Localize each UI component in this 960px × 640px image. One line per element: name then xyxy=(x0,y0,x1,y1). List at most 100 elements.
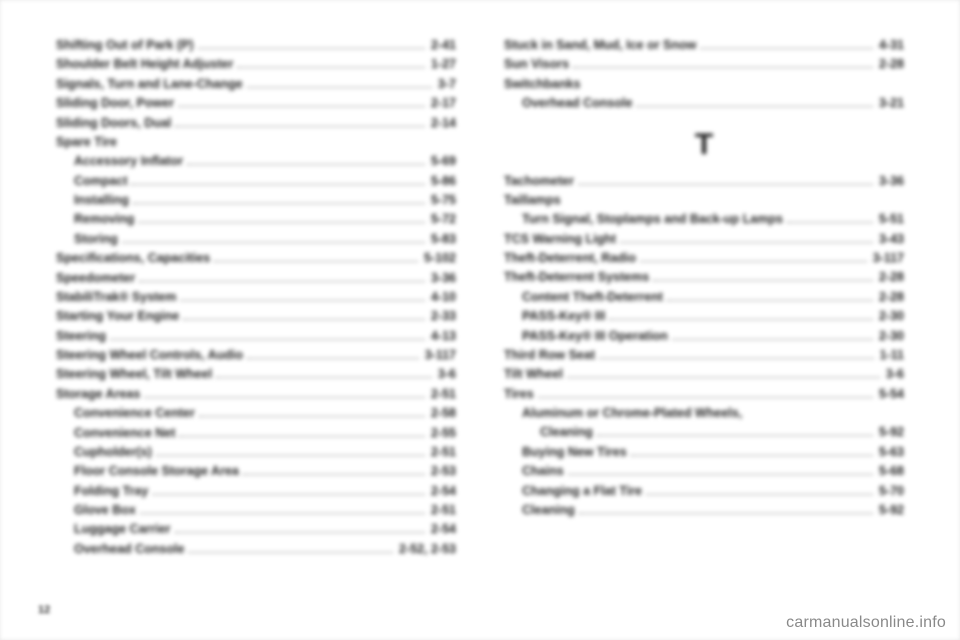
index-page-ref: 3-6 xyxy=(436,365,456,384)
index-page-ref: 2-53 xyxy=(429,462,456,481)
leader-dots xyxy=(631,455,873,456)
index-label: Floor Console Storage Area xyxy=(74,462,239,481)
index-row: Sun Visors2-28 xyxy=(504,55,904,74)
index-row: Tachometer3-36 xyxy=(504,172,904,191)
index-page-ref: 5-70 xyxy=(877,482,904,501)
index-row: Accessory Inflator5-69 xyxy=(56,152,456,171)
index-row: Installing5-75 xyxy=(56,191,456,210)
index-label: Tilt Wheel xyxy=(504,365,563,384)
index-label: Chains xyxy=(522,462,564,481)
leader-dots xyxy=(247,358,419,359)
index-row: Sliding Door, Power2-17 xyxy=(56,94,456,113)
index-label: Sliding Door, Power xyxy=(56,94,174,113)
index-label: Taillamps xyxy=(504,191,561,210)
leader-dots xyxy=(672,339,873,340)
leader-dots xyxy=(139,281,425,282)
index-label: StabiliTrak® System xyxy=(56,288,176,307)
index-row: Convenience Center2-58 xyxy=(56,404,456,423)
index-page-ref: 5-54 xyxy=(877,385,904,404)
leader-dots xyxy=(175,532,425,533)
index-page-ref: 3-36 xyxy=(429,269,456,288)
index-row: Starting Your Engine2-33 xyxy=(56,307,456,326)
leader-dots xyxy=(180,300,425,301)
index-page-ref: 4-13 xyxy=(429,327,456,346)
index-row: Steering Wheel, Tilt Wheel 3-6 xyxy=(56,365,456,384)
index-row: Storage Areas2-51 xyxy=(56,385,456,404)
index-label: Aluminum or Chrome-Plated Wheels, xyxy=(522,404,742,423)
leader-dots xyxy=(640,261,867,262)
index-label: Specifications, Capacities xyxy=(56,249,210,268)
index-label: Turn Signal, Stoplamps and Back-up Lamps xyxy=(522,210,783,229)
index-row: PASS-Key® III2-30 xyxy=(504,307,904,326)
index-row: Signals, Turn and Lane-Change3-7 xyxy=(56,75,456,94)
index-label: Speedometer xyxy=(56,269,135,288)
index-row: Sliding Doors, Dual2-14 xyxy=(56,114,456,133)
index-page-ref: 5-86 xyxy=(429,172,456,191)
index-row: Changing a Flat Tire5-70 xyxy=(504,482,904,501)
index-label: Overhead Console xyxy=(522,94,632,113)
right-column: Stuck in Sand, Mud, Ice or Snow4-31Sun V… xyxy=(504,36,904,559)
index-page-ref: 5-69 xyxy=(429,152,456,171)
index-row: Cleaning5-92 xyxy=(504,423,904,442)
leader-dots xyxy=(122,242,425,243)
index-row: TCS Warning Light 3-43 xyxy=(504,230,904,249)
index-row: Theft-Deterrent Systems2-28 xyxy=(504,268,904,287)
index-page-ref: 5-92 xyxy=(877,501,904,520)
index-label: PASS-Key® III Operation xyxy=(522,327,668,346)
leader-dots xyxy=(568,474,873,475)
index-label: Cleaning xyxy=(522,501,575,520)
index-row: Turn Signal, Stoplamps and Back-up Lamps… xyxy=(504,210,904,229)
watermark: carmanualsonline.info xyxy=(786,614,946,632)
index-row: Taillamps xyxy=(504,191,904,210)
leader-dots xyxy=(609,319,873,320)
index-page-ref: 2-28 xyxy=(877,268,904,287)
index-label: Content Theft-Deterrent xyxy=(522,288,663,307)
leader-dots xyxy=(578,184,873,185)
index-label: Theft-Deterrent, Radio xyxy=(504,249,636,268)
leader-dots xyxy=(198,48,425,49)
leader-dots xyxy=(214,261,418,262)
index-row: Glove Box2-51 xyxy=(56,501,456,520)
index-label: Sun Visors xyxy=(504,55,569,74)
index-label: Storage Areas xyxy=(56,385,140,404)
index-row: Tires5-54 xyxy=(504,385,904,404)
leader-dots xyxy=(787,222,873,223)
index-page-ref: 5-51 xyxy=(877,210,904,229)
index-page-ref: 2-30 xyxy=(877,327,904,346)
index-row: Shoulder Belt Height Adjuster1-27 xyxy=(56,55,456,74)
index-row: StabiliTrak® System4-10 xyxy=(56,288,456,307)
index-row: Steering Wheel Controls, Audio3-117 xyxy=(56,346,456,365)
index-page-ref: 2-54 xyxy=(429,520,456,539)
leader-dots xyxy=(140,513,425,514)
index-page-ref: 2-58 xyxy=(429,404,456,423)
index-page: Shifting Out of Park (P)2-41Shoulder Bel… xyxy=(0,0,960,640)
index-label: Stuck in Sand, Mud, Ice or Snow xyxy=(504,36,696,55)
index-page-ref: 2-52, 2-53 xyxy=(397,540,456,559)
index-row: Switchbanks xyxy=(504,75,904,94)
index-label: Spare Tire xyxy=(56,133,117,152)
leader-dots xyxy=(183,319,425,320)
index-page-ref: 2-41 xyxy=(429,36,456,55)
index-page-ref: 3-117 xyxy=(423,346,456,365)
index-row: Convenience Net2-55 xyxy=(56,424,456,443)
index-page-ref: 2-14 xyxy=(429,114,456,133)
index-page-ref: 3-21 xyxy=(877,94,904,113)
index-label: Compact xyxy=(74,172,127,191)
index-label: Steering Wheel, Tilt Wheel xyxy=(56,365,212,384)
index-page-ref: 3-43 xyxy=(877,230,904,249)
leader-dots xyxy=(156,455,425,456)
leader-dots xyxy=(653,280,873,281)
index-page-ref: 2-54 xyxy=(429,482,456,501)
leader-dots xyxy=(152,494,425,495)
index-label: Shoulder Belt Height Adjuster xyxy=(56,55,233,74)
leader-dots xyxy=(216,377,432,378)
index-label: TCS Warning Light xyxy=(504,230,616,249)
leader-dots xyxy=(178,106,425,107)
leader-dots xyxy=(573,67,873,68)
leader-dots xyxy=(597,435,873,436)
index-row: Third Row Seat1-11 xyxy=(504,346,904,365)
index-row: Specifications, Capacities5-102 xyxy=(56,249,456,268)
leader-dots xyxy=(187,164,425,165)
index-label: Luggage Carrier xyxy=(74,520,171,539)
index-row: Buying New Tires5-63 xyxy=(504,443,904,462)
